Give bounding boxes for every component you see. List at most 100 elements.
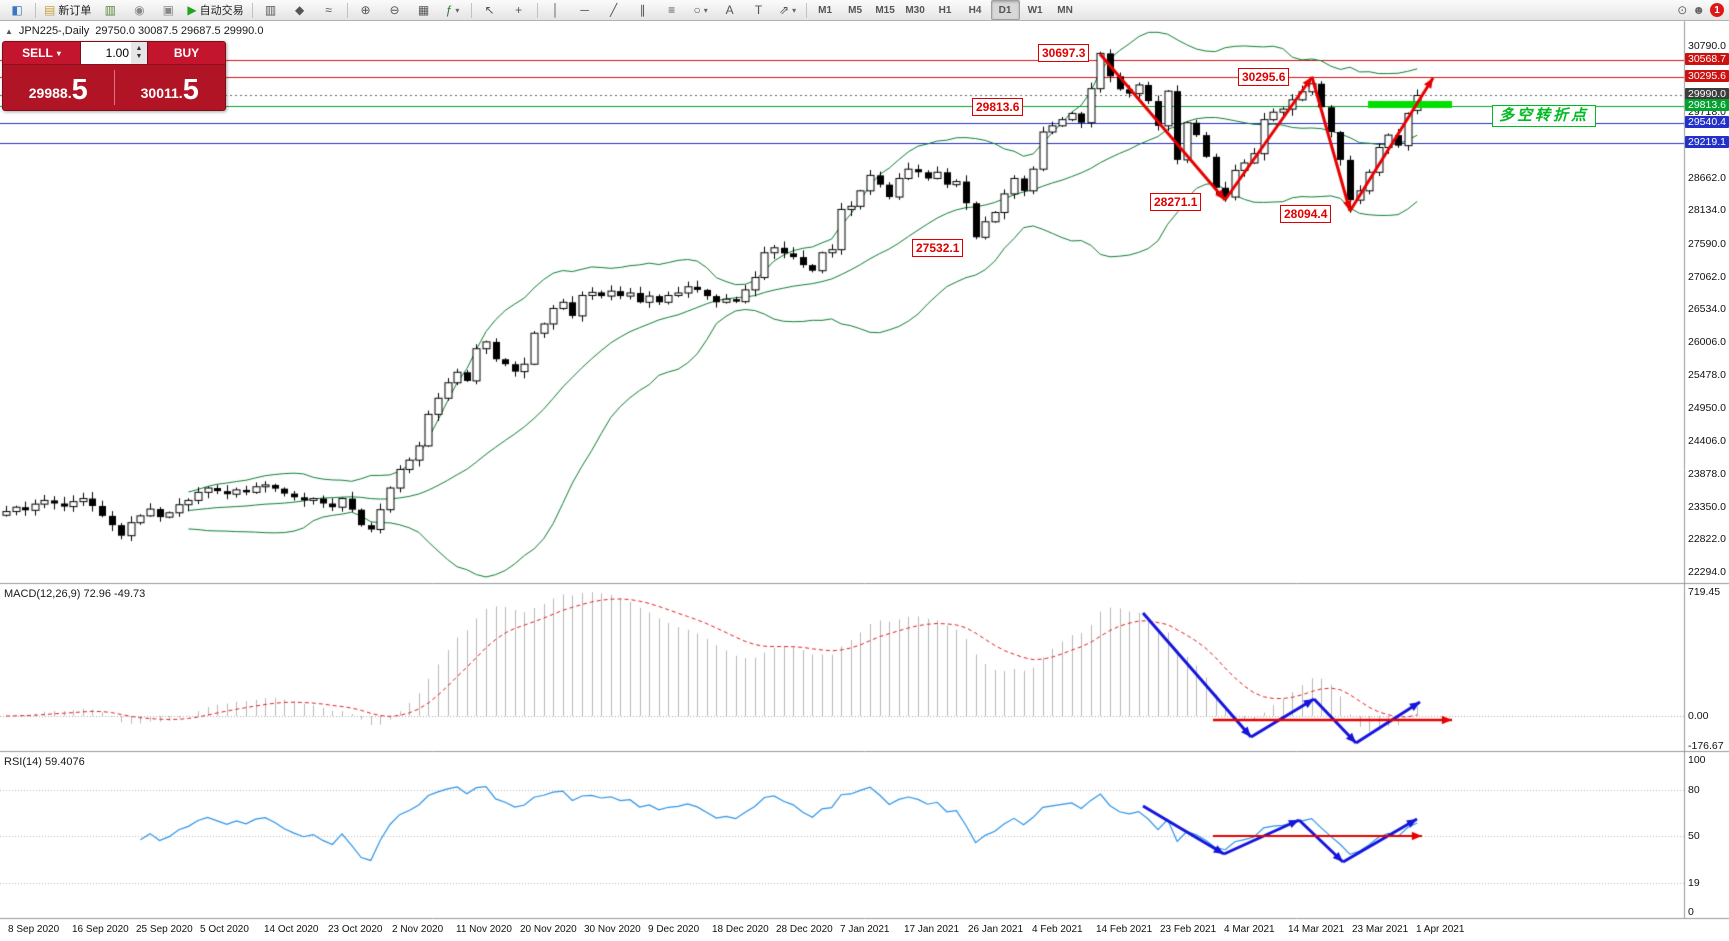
price-axis-label: 22294.0: [1688, 565, 1726, 578]
news-icon[interactable]: ▣: [154, 0, 182, 20]
time-axis-label: 11 Nov 2020: [456, 924, 512, 935]
timeframe-h1-button[interactable]: H1: [938, 4, 952, 16]
macd-axis-label: -176.67: [1688, 740, 1724, 753]
price-annotation[interactable]: 30697.3: [1038, 44, 1090, 62]
sell-options-caret-icon[interactable]: ▾: [56, 48, 61, 58]
equidistant-channel-icon[interactable]: ∥: [629, 0, 657, 20]
price-annotation[interactable]: 30295.6: [1238, 68, 1290, 86]
time-axis-label: 14 Mar 2021: [1288, 924, 1345, 935]
timeframe-w1-button[interactable]: W1: [1027, 4, 1043, 16]
price-big-digit: 5: [182, 74, 199, 107]
alerts-icon[interactable]: ◉: [125, 0, 153, 20]
timeframe-m15-button[interactable]: M15: [875, 4, 895, 16]
autotrading-button[interactable]: ▶ 自动交易: [183, 0, 247, 20]
toolbar-separator: [251, 2, 253, 18]
price-axis-label: 28662.0: [1688, 171, 1726, 184]
dropdown-caret-icon[interactable]: ▾: [455, 5, 460, 15]
bar-chart-icon[interactable]: ▥: [257, 0, 285, 20]
time-axis-label: 5 Oct 2020: [200, 924, 249, 935]
horizontal-line-icon[interactable]: ─: [571, 0, 599, 20]
time-axis-label: 14 Feb 2021: [1096, 924, 1153, 935]
macd-axis-label: 0.00: [1688, 710, 1709, 722]
price-axis-label: 25478.0: [1688, 368, 1726, 381]
chart-symbol-icon: ▲: [5, 26, 13, 36]
chart-window-icon[interactable]: ▥: [96, 0, 124, 20]
timeframe-m1-button[interactable]: M1: [818, 4, 833, 16]
time-axis-label: 25 Sep 2020: [136, 924, 193, 935]
time-axis-label: 23 Oct 2020: [328, 924, 383, 935]
time-axis-label: 28 Dec 2020: [776, 924, 833, 935]
buy-price[interactable]: 30011. 5: [115, 65, 226, 110]
trendline-icon[interactable]: ╱: [600, 0, 628, 20]
fibonacci-icon[interactable]: ≡: [658, 0, 686, 20]
sell-button[interactable]: SELL ▾: [3, 42, 80, 64]
timeframe-d1-button[interactable]: D1: [990, 0, 1020, 20]
tile-windows-icon: ▦: [417, 3, 430, 17]
arrow-tools-icon[interactable]: ⇗ ▾: [774, 0, 802, 20]
news-icon: ▣: [162, 3, 175, 17]
zoom-in-icon[interactable]: ⊕: [352, 0, 380, 20]
volume-stepper[interactable]: ▲ ▼: [131, 42, 147, 64]
main-toolbar: ◧ ▤ 新订单 ▥ ◉ ▣ ▶ 自动交易 ▥ ◆ ≈ ⊕ ⊖ ▦ ƒ ▾ ↖ + │ ─ ╱ ∥ ≡ ○ ▾ A T ⇗ ▾ M1 M5 M1…: [0, 0, 1729, 21]
community-icon[interactable]: ☻: [1692, 3, 1705, 17]
chart-window-icon: ▥: [104, 3, 117, 17]
price-annotation[interactable]: 27532.1: [912, 239, 964, 257]
time-axis-label: 18 Dec 2020: [712, 924, 769, 935]
toolbar-separator: [470, 2, 472, 18]
dropdown-caret-icon[interactable]: ▾: [703, 5, 708, 15]
buy-button[interactable]: BUY: [148, 42, 225, 64]
time-axis-label: 7 Jan 2021: [840, 924, 890, 935]
timeframe-m5-button[interactable]: M5: [848, 4, 863, 16]
rsi-axis-label: 50: [1688, 830, 1700, 842]
sell-price[interactable]: 29988. 5: [3, 65, 114, 110]
toolbar-separator: [35, 2, 36, 18]
time-axis-label: 9 Dec 2020: [648, 924, 700, 935]
time-axis-label: 8 Sep 2020: [8, 924, 60, 935]
indicators-icon[interactable]: ƒ ▾: [439, 0, 467, 20]
tile-windows-icon[interactable]: ▦: [410, 0, 438, 20]
new-order-button[interactable]: ▤ 新订单: [40, 0, 95, 20]
volume-down-icon[interactable]: ▼: [135, 53, 143, 60]
autotrading-button-label: 自动交易: [199, 5, 244, 17]
search-icon[interactable]: ⊙: [1677, 3, 1688, 17]
timeframe-h4-button[interactable]: H4: [968, 4, 982, 16]
cursor-icon[interactable]: ↖: [476, 0, 504, 20]
notification-badge[interactable]: 1: [1710, 3, 1724, 17]
price-axis-label: 30790.0: [1688, 39, 1726, 52]
candlestick-chart-icon: ◆: [294, 3, 305, 17]
turning-point-note[interactable]: 多空转折点: [1492, 105, 1597, 127]
price-axis-label: 23878.0: [1688, 467, 1726, 480]
text-icon: A: [725, 3, 734, 17]
price-annotation[interactable]: 28271.1: [1150, 193, 1202, 211]
volume-up-icon[interactable]: ▲: [135, 45, 143, 53]
buy-label: BUY: [173, 46, 200, 60]
shapes-icon[interactable]: ○ ▾: [687, 0, 715, 20]
mt4-logo-icon: ◧: [11, 3, 23, 17]
mt4-logo-icon[interactable]: ◧: [3, 0, 31, 20]
line-chart-icon[interactable]: ≈: [315, 0, 343, 20]
sell-label: SELL: [22, 46, 53, 60]
text-icon[interactable]: A: [716, 0, 744, 20]
price-axis-label: 28134.0: [1688, 204, 1726, 217]
fibonacci-icon: ≡: [668, 3, 676, 17]
text-label-icon[interactable]: T: [745, 0, 773, 20]
rsi-axis-label: 80: [1688, 784, 1700, 797]
timeframe-mn-button[interactable]: MN: [1057, 4, 1073, 16]
shapes-icon: ○: [693, 3, 701, 17]
crosshair-icon[interactable]: +: [505, 0, 533, 20]
autotrading-button: ▶: [187, 3, 197, 17]
time-axis-label: 4 Feb 2021: [1032, 924, 1083, 935]
timeframe-m30-button[interactable]: M30: [905, 4, 925, 16]
candlestick-chart-icon[interactable]: ◆: [286, 0, 314, 20]
zoom-out-icon[interactable]: ⊖: [381, 0, 409, 20]
vertical-line-icon[interactable]: │: [542, 0, 570, 20]
price-main-digits: 29988.: [28, 85, 72, 101]
time-axis-label: 23 Feb 2021: [1160, 924, 1217, 935]
dropdown-caret-icon[interactable]: ▾: [792, 5, 797, 15]
volume-input[interactable]: [81, 42, 131, 64]
alerts-icon: ◉: [134, 3, 145, 17]
price-annotation[interactable]: 29813.6: [972, 98, 1024, 116]
price-annotation[interactable]: 28094.4: [1280, 205, 1332, 223]
